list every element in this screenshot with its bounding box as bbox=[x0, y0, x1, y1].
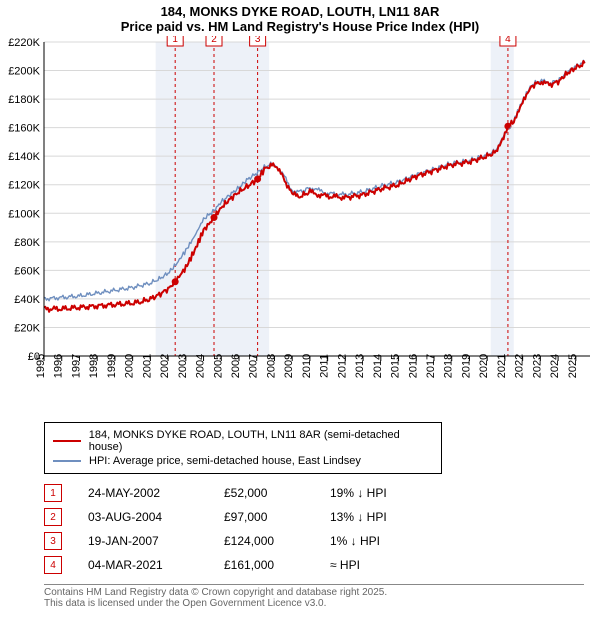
footer: Contains HM Land Registry data © Crown c… bbox=[44, 584, 584, 609]
chart-title: 184, MONKS DYKE ROAD, LOUTH, LN11 8AR Pr… bbox=[0, 0, 600, 36]
footer-line-1: Contains HM Land Registry data © Crown c… bbox=[44, 587, 584, 598]
svg-text:2015: 2015 bbox=[390, 354, 402, 378]
sale-marker-icon: 1 bbox=[44, 484, 62, 502]
svg-text:2017: 2017 bbox=[425, 354, 437, 378]
svg-text:£160K: £160K bbox=[8, 123, 40, 135]
svg-text:2019: 2019 bbox=[460, 354, 472, 378]
legend-swatch bbox=[53, 440, 81, 442]
legend-label: HPI: Average price, semi-detached house,… bbox=[89, 455, 361, 467]
svg-text:1: 1 bbox=[172, 36, 178, 45]
svg-text:2020: 2020 bbox=[478, 354, 490, 378]
legend-row: HPI: Average price, semi-detached house,… bbox=[53, 455, 433, 467]
svg-text:2003: 2003 bbox=[177, 354, 189, 378]
svg-text:1999: 1999 bbox=[106, 354, 118, 378]
sale-marker-icon: 4 bbox=[44, 556, 62, 574]
svg-text:£140K: £140K bbox=[8, 151, 40, 163]
sale-price: £124,000 bbox=[224, 534, 304, 548]
svg-text:2024: 2024 bbox=[549, 354, 561, 378]
sale-diff: 1% ↓ HPI bbox=[330, 534, 430, 548]
sale-price: £52,000 bbox=[224, 486, 304, 500]
svg-text:£220K: £220K bbox=[8, 37, 40, 49]
sale-price: £97,000 bbox=[224, 510, 304, 524]
svg-text:3: 3 bbox=[255, 36, 261, 45]
svg-text:2008: 2008 bbox=[265, 354, 277, 378]
legend-label: 184, MONKS DYKE ROAD, LOUTH, LN11 8AR (s… bbox=[89, 429, 433, 453]
svg-text:2010: 2010 bbox=[301, 354, 313, 378]
svg-text:1996: 1996 bbox=[53, 354, 65, 378]
svg-text:2014: 2014 bbox=[372, 354, 384, 378]
title-line-1: 184, MONKS DYKE ROAD, LOUTH, LN11 8AR bbox=[0, 4, 600, 19]
sale-price: £161,000 bbox=[224, 558, 304, 572]
svg-text:£200K: £200K bbox=[8, 66, 40, 78]
svg-text:2: 2 bbox=[211, 36, 217, 45]
svg-text:1997: 1997 bbox=[70, 354, 82, 378]
legend-swatch bbox=[53, 460, 81, 461]
svg-text:1998: 1998 bbox=[88, 354, 100, 378]
chart-svg: £0£20K£40K£60K£80K£100K£120K£140K£160K£1… bbox=[0, 36, 600, 416]
svg-text:2023: 2023 bbox=[531, 354, 543, 378]
sales-table: 1 24-MAY-2002 £52,000 19% ↓ HPI 2 03-AUG-2004… bbox=[44, 484, 600, 574]
svg-text:2007: 2007 bbox=[248, 354, 260, 378]
svg-text:2006: 2006 bbox=[230, 354, 242, 378]
sale-marker-icon: 3 bbox=[44, 532, 62, 550]
svg-text:2001: 2001 bbox=[141, 354, 153, 378]
svg-text:2011: 2011 bbox=[319, 354, 331, 378]
sales-row: 4 04-MAR-2021 £161,000 ≈ HPI bbox=[44, 556, 600, 574]
sale-marker-icon: 2 bbox=[44, 508, 62, 526]
sale-date: 03-AUG-2004 bbox=[88, 510, 198, 524]
sale-diff: ≈ HPI bbox=[330, 558, 430, 572]
sales-row: 1 24-MAY-2002 £52,000 19% ↓ HPI bbox=[44, 484, 600, 502]
sale-date: 04-MAR-2021 bbox=[88, 558, 198, 572]
svg-text:2013: 2013 bbox=[354, 354, 366, 378]
svg-text:2000: 2000 bbox=[124, 354, 136, 378]
svg-text:1995: 1995 bbox=[35, 354, 47, 378]
title-line-2: Price paid vs. HM Land Registry's House … bbox=[0, 19, 600, 34]
svg-text:2012: 2012 bbox=[336, 354, 348, 378]
svg-text:£180K: £180K bbox=[8, 94, 40, 106]
chart-container: 184, MONKS DYKE ROAD, LOUTH, LN11 8AR Pr… bbox=[0, 0, 600, 609]
svg-text:£20K: £20K bbox=[14, 322, 40, 334]
chart-plot: £0£20K£40K£60K£80K£100K£120K£140K£160K£1… bbox=[0, 36, 600, 416]
sale-date: 19-JAN-2007 bbox=[88, 534, 198, 548]
sale-diff: 13% ↓ HPI bbox=[330, 510, 430, 524]
svg-text:£80K: £80K bbox=[14, 237, 40, 249]
sale-date: 24-MAY-2002 bbox=[88, 486, 198, 500]
legend: 184, MONKS DYKE ROAD, LOUTH, LN11 8AR (s… bbox=[44, 422, 442, 474]
svg-text:2021: 2021 bbox=[496, 354, 508, 378]
sale-diff: 19% ↓ HPI bbox=[330, 486, 430, 500]
svg-text:2025: 2025 bbox=[567, 354, 579, 378]
sales-row: 2 03-AUG-2004 £97,000 13% ↓ HPI bbox=[44, 508, 600, 526]
sales-row: 3 19-JAN-2007 £124,000 1% ↓ HPI bbox=[44, 532, 600, 550]
svg-text:2009: 2009 bbox=[283, 354, 295, 378]
svg-text:£60K: £60K bbox=[14, 265, 40, 277]
svg-text:2022: 2022 bbox=[514, 354, 526, 378]
svg-text:£120K: £120K bbox=[8, 180, 40, 192]
legend-row: 184, MONKS DYKE ROAD, LOUTH, LN11 8AR (s… bbox=[53, 429, 433, 453]
svg-text:£100K: £100K bbox=[8, 208, 40, 220]
svg-text:4: 4 bbox=[505, 36, 511, 45]
svg-text:2004: 2004 bbox=[195, 354, 207, 378]
footer-line-2: This data is licensed under the Open Gov… bbox=[44, 598, 584, 609]
svg-text:2018: 2018 bbox=[443, 354, 455, 378]
svg-text:2005: 2005 bbox=[212, 354, 224, 378]
svg-text:2002: 2002 bbox=[159, 354, 171, 378]
svg-text:2016: 2016 bbox=[407, 354, 419, 378]
svg-text:£40K: £40K bbox=[14, 294, 40, 306]
